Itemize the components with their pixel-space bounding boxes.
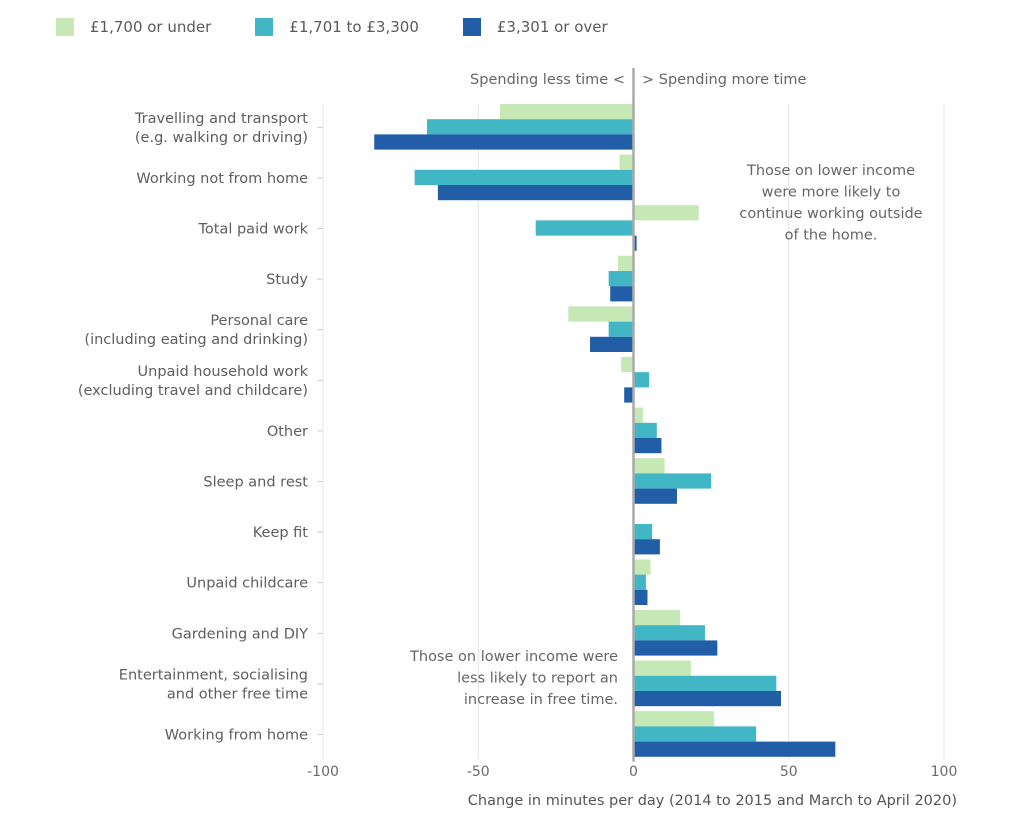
legend-swatch-mid [255,18,274,36]
bar[interactable] [633,589,648,605]
category-label: Study [266,272,308,288]
bar[interactable] [610,286,634,302]
bar[interactable] [633,372,650,388]
bar[interactable] [633,539,660,555]
bar[interactable] [633,422,657,438]
legend-label: £1,700 or under [90,18,212,36]
x-axis-title: Change in minutes per day (2014 to 2015 … [468,793,957,809]
bars [374,104,836,757]
bar[interactable] [633,675,777,691]
bar[interactable] [608,271,634,287]
category-label: Personal care (including eating and drink… [84,313,308,348]
category-label: Other [267,424,308,440]
bar[interactable] [621,357,634,373]
category-label: Keep fit [253,525,309,541]
bar[interactable] [535,220,634,236]
bar[interactable] [633,438,662,454]
bar[interactable] [568,306,634,322]
bar[interactable] [633,407,643,423]
bar[interactable] [499,104,634,120]
bar[interactable] [374,134,634,150]
bar[interactable] [590,336,634,352]
x-tick-label: -50 [467,764,490,780]
annotation: Those on lower income were more likely to… [739,163,922,244]
x-tick-label: 0 [629,764,638,780]
bar[interactable] [633,625,705,641]
bar[interactable] [633,711,715,727]
bar[interactable] [633,726,757,742]
direction-label-left: Spending less time < [470,72,625,88]
bar[interactable] [633,205,699,221]
bar[interactable] [633,458,665,474]
annotations: Those on lower income were more likely to… [409,163,923,708]
category-label: Unpaid household work (excluding travel a… [78,364,309,399]
bar[interactable] [414,169,634,185]
category-label: Gardening and DIY [172,626,309,642]
category-label: Sleep and rest [203,475,308,491]
legend-swatch-high [462,18,481,36]
bar[interactable] [633,524,653,540]
bar[interactable] [633,640,718,656]
bar[interactable] [617,255,634,271]
legend-label: £3,301 or over [496,18,608,36]
category-label: Unpaid childcare [186,576,308,592]
gridlines [322,104,945,760]
bar[interactable] [633,610,681,626]
category-label: Travelling and transport (e.g. walking or… [134,111,308,146]
bar[interactable] [619,154,634,170]
legend-swatch-low [56,18,74,36]
bar[interactable] [633,235,637,251]
annotation: Those on lower income were less likely to… [409,649,618,708]
x-tick-label: 50 [780,764,798,780]
bar[interactable] [633,473,712,489]
x-tick-labels: -100 -50 0 50 100 [307,764,957,780]
legend: £1,700 or under £1,701 to £3,300 £3,301 … [56,18,652,36]
x-tick-label: 100 [931,764,958,780]
legend-item-high-income[interactable]: £3,301 or over [462,18,608,36]
bar[interactable] [633,660,691,676]
bar[interactable] [633,741,836,757]
legend-label: £1,701 to £3,300 [289,18,419,36]
category-label: Working not from home [136,171,308,187]
category-labels: Travelling and transport (e.g. walking or… [78,111,323,744]
bar[interactable] [633,574,646,590]
bar[interactable] [633,488,677,504]
bar[interactable] [427,119,634,135]
category-label: Working from home [165,728,308,744]
bar[interactable] [633,691,781,707]
bar[interactable] [437,185,634,201]
bar[interactable] [608,321,634,337]
category-label: Entertainment, socialising and other free… [119,667,308,702]
legend-item-mid-income[interactable]: £1,701 to £3,300 [255,18,419,36]
x-tick-label: -100 [307,764,339,780]
category-label: Total paid work [198,222,309,238]
direction-label-right: > Spending more time [642,72,807,88]
bar[interactable] [624,387,634,403]
legend-item-low-income[interactable]: £1,700 or under [56,18,211,36]
bar[interactable] [633,559,651,575]
